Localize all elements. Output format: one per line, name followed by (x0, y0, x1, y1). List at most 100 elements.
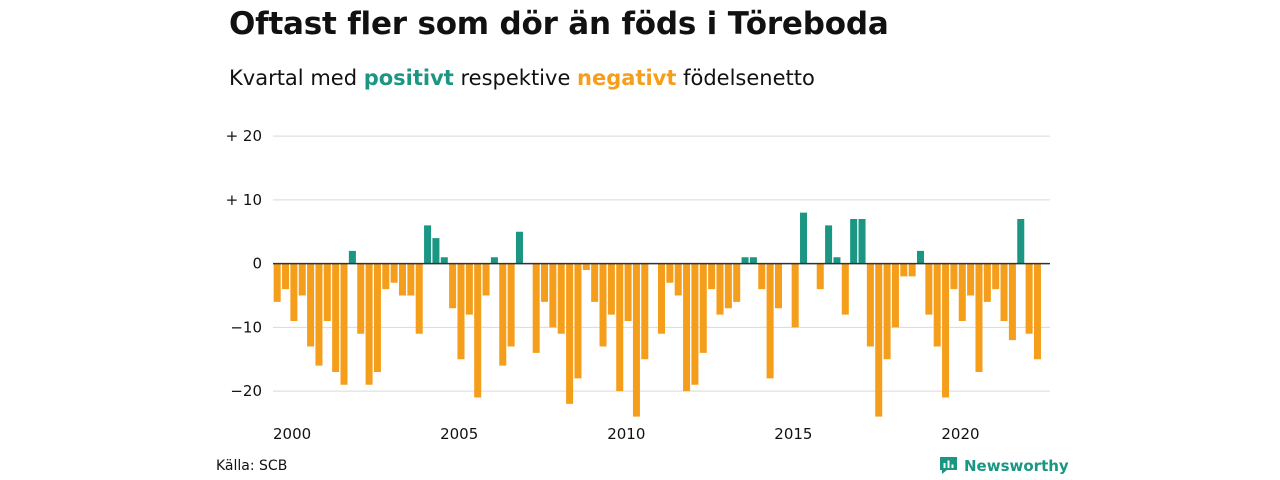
bar (398, 263, 407, 296)
bar (875, 263, 883, 417)
bar (574, 263, 582, 379)
bar (382, 263, 390, 290)
bar (557, 263, 565, 334)
bar (315, 263, 323, 366)
bar (415, 263, 423, 334)
bar (549, 263, 557, 328)
x-tick-label: 2010 (607, 425, 645, 443)
bar (449, 263, 457, 309)
bar (850, 219, 858, 264)
bar (482, 263, 490, 296)
chart-title: Oftast fler som dör än föds i Töreboda (229, 6, 889, 42)
bar (532, 263, 540, 353)
bar (290, 263, 298, 321)
bar (515, 231, 523, 264)
y-tick-label: −20 (230, 382, 262, 400)
y-tick-label: + 10 (226, 191, 262, 209)
bar (1017, 219, 1025, 264)
bar (507, 263, 515, 347)
bar (340, 263, 348, 385)
subtitle-positive: positivt (363, 66, 454, 90)
bar (975, 263, 983, 372)
bar (357, 263, 365, 334)
bar (950, 263, 958, 290)
bar (724, 263, 732, 309)
bar (465, 263, 473, 315)
bar (348, 250, 356, 264)
bar (282, 263, 290, 290)
bar (365, 263, 373, 385)
bar (749, 257, 757, 264)
bar (958, 263, 966, 321)
bar (607, 263, 615, 315)
bar (691, 263, 699, 385)
bar (733, 263, 741, 302)
bar (816, 263, 824, 290)
bar (332, 263, 340, 372)
bar (657, 263, 666, 334)
bar (699, 263, 707, 353)
bar (582, 263, 590, 270)
x-tick-label: 2000 (273, 425, 311, 443)
bar (541, 263, 549, 302)
bar (298, 263, 306, 296)
bar (766, 263, 774, 379)
bar (791, 263, 799, 328)
bar (591, 263, 599, 302)
bar (666, 263, 674, 283)
bar (616, 263, 624, 392)
bar (624, 263, 632, 321)
bar (983, 263, 991, 302)
bar (566, 263, 574, 404)
bar (1033, 263, 1041, 360)
subtitle-prefix: Kvartal med (229, 66, 364, 90)
bar (925, 263, 933, 315)
bar (1025, 263, 1033, 334)
bar (373, 263, 381, 372)
x-tick-label: 2005 (440, 425, 478, 443)
y-tick-label: 0 (252, 255, 262, 273)
bar (490, 257, 498, 264)
bar (858, 219, 866, 264)
y-tick-label: −10 (230, 318, 262, 336)
bar (499, 263, 507, 366)
bar (900, 263, 908, 277)
bar (774, 263, 782, 309)
bar (273, 263, 281, 302)
bar (599, 263, 607, 347)
bar (683, 263, 691, 392)
newsworthy-icon (940, 457, 957, 474)
bar (942, 263, 950, 398)
source-label: Källa: SCB (216, 458, 288, 474)
bar (632, 263, 640, 417)
x-tick-label: 2020 (941, 425, 979, 443)
bar (741, 257, 749, 264)
bar (674, 263, 682, 296)
bar (800, 212, 808, 264)
subtitle-middle: respektive (453, 66, 578, 90)
subtitle-negative: negativt (577, 66, 677, 90)
bar (474, 263, 482, 398)
bar (758, 263, 766, 290)
bar (716, 263, 724, 315)
subtitle-suffix: födelsenetto (676, 66, 815, 90)
bar (641, 263, 649, 360)
brand-name: Newsworthy (964, 456, 1069, 475)
bar (1000, 263, 1008, 321)
bar (432, 238, 440, 264)
bar (933, 263, 941, 347)
bar (908, 263, 916, 277)
bar (967, 263, 975, 296)
bar (323, 263, 331, 321)
bar (992, 263, 1000, 290)
x-tick-label: 2015 (774, 425, 812, 443)
bar (424, 225, 432, 264)
y-tick-label: + 20 (226, 127, 262, 145)
bar (307, 263, 315, 347)
bar (866, 263, 874, 347)
bar (1008, 263, 1016, 341)
bar (390, 263, 398, 283)
bar (833, 257, 841, 264)
bar (708, 263, 716, 290)
